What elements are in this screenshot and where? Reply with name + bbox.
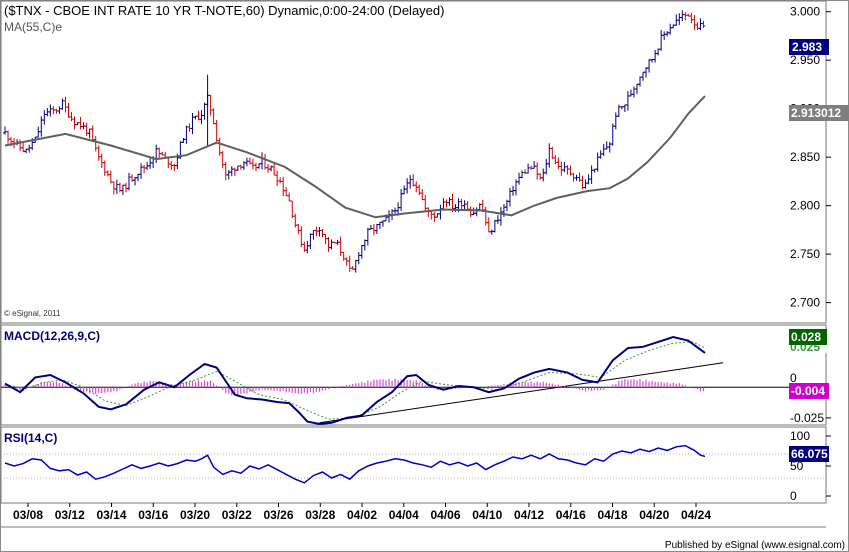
macd-value-tag: 0.028 [789,329,827,345]
date-axis-tick-label: 04/18 [597,508,627,522]
price-axis-tick-label: 2.850 [790,150,820,164]
last-price-tag-text: 2.983 [792,40,822,54]
ma-legend-label: MA(55,C)e [4,20,62,34]
macd-hidden-tick: 0 [790,371,797,385]
date-axis-tick-label: 03/28 [305,508,335,522]
date-axis-tick-label: 04/20 [639,508,669,522]
rsi-value-tag: 66.075 [789,446,829,462]
ma-value-tag-text: 2.913012 [791,106,841,120]
macd-value-tag-text: 0.028 [791,330,821,344]
date-axis-tick-label: 04/02 [347,508,377,522]
published-by-label: Published by eSignal (www.esignal.com) [665,540,845,551]
macd-signal-line [4,341,706,420]
macd-axis: -0.025 [790,411,831,425]
macd-legend-label: MACD(12,26,9,C) [4,329,100,343]
ma-group [4,95,706,219]
date-axis: 03/08 03/12 03/14 03/16 03/20 03/22 03/26 03/28… [13,503,711,522]
macd-group [1,335,826,426]
rsi-axis-tick-label: 50 [790,459,804,473]
date-axis-tick-label: 03/26 [263,508,293,522]
rsi-axis: 100 50 0 [790,429,831,503]
copyright-label: © eSignal, 2011 [4,309,61,318]
date-axis-tick-label: 03/12 [55,508,85,522]
date-axis-tick-label: 03/14 [96,508,126,522]
ma-line [4,95,706,219]
date-axis-tick-label: 04/16 [556,508,586,522]
rsi-legend-label: RSI(14,C) [4,431,57,445]
price-axis-tick-label: 3.000 [790,5,820,19]
rsi-panel-border [0,426,827,504]
price-axis-tick-label: 2.750 [790,247,820,261]
date-axis-tick-label: 04/04 [389,508,419,522]
macd-line [4,335,706,426]
rsi-group [1,444,826,484]
rsi-value-tag-text: 66.075 [791,447,828,461]
date-axis-tick-label: 03/20 [180,508,210,522]
rsi-axis-tick-label: 0 [790,489,797,503]
price-axis-tick-label: 2.700 [790,296,820,310]
price-bar [701,20,706,28]
macd-trendline [319,362,724,424]
price-axis-tick-label: 2.950 [790,53,820,67]
chart-title: ($TNX - CBOE INT RATE 10 YR T-NOTE,60) D… [4,3,444,18]
ma-value-tag: 2.913012 [789,105,849,121]
date-axis-tick-label: 03/22 [222,508,252,522]
macd-hidden-tick-text: 0 [790,371,797,385]
date-axis-tick-label: 04/10 [472,508,502,522]
date-axis-tick-label: 04/06 [430,508,460,522]
macd-axis-tick-label: -0.025 [790,411,824,425]
date-axis-tick-label: 04/24 [681,508,711,522]
last-price-tag: 2.983 [789,39,829,55]
date-axis-tick-label: 04/12 [514,508,544,522]
histogram-value-tag: -0.004 [789,383,829,399]
rsi-axis-tick-label: 100 [790,429,810,443]
price-panel-border [0,0,827,324]
histogram-value-tag-text: -0.004 [791,384,825,398]
price-axis-tick-label: 2.800 [790,199,820,213]
rsi-line [4,444,706,484]
macd-panel-border [0,324,827,426]
date-axis-tick-label: 03/16 [138,508,168,522]
date-axis-tick-label: 03/08 [13,508,43,522]
